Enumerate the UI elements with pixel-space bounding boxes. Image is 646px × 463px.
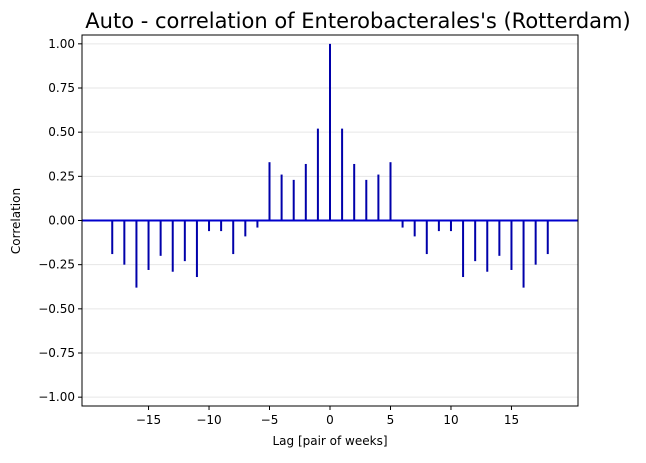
correlation-bars bbox=[111, 43, 549, 288]
y-axis-label: Correlation bbox=[9, 188, 23, 254]
x-tick-label-2: −5 bbox=[261, 413, 279, 427]
y-tick-label-8: 1.00 bbox=[48, 37, 75, 51]
y-tick-label-3: −0.25 bbox=[38, 258, 75, 272]
y-tick-label-6: 0.50 bbox=[48, 125, 75, 139]
x-tick-label-0: −15 bbox=[136, 413, 161, 427]
y-tick-label-7: 0.75 bbox=[48, 81, 75, 95]
x-tick-label-6: 15 bbox=[504, 413, 519, 427]
y-tick-label-4: 0.00 bbox=[48, 214, 75, 228]
x-tick-label-1: −10 bbox=[196, 413, 221, 427]
x-axis-label: Lag [pair of weeks] bbox=[272, 434, 387, 448]
x-tick-label-3: 0 bbox=[326, 413, 334, 427]
y-tick-label-2: −0.50 bbox=[38, 302, 75, 316]
x-axis-ticks: −15 −10 −5 0 5 10 15 bbox=[136, 406, 519, 427]
x-tick-label-4: 5 bbox=[387, 413, 395, 427]
y-tick-label-0: −1.00 bbox=[38, 390, 75, 404]
y-tick-label-1: −0.75 bbox=[38, 346, 75, 360]
x-tick-label-5: 10 bbox=[443, 413, 458, 427]
y-tick-label-5: 0.25 bbox=[48, 169, 75, 183]
chart-title: Auto - correlation of Enterobacterales's… bbox=[85, 9, 630, 33]
y-axis-ticks: −1.00 −0.75 −0.50 −0.25 0.00 0.25 0.50 0.75 1.00 bbox=[38, 37, 82, 404]
